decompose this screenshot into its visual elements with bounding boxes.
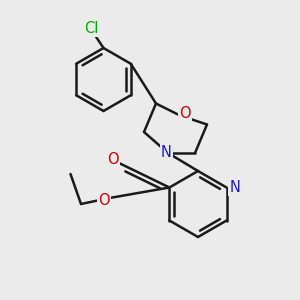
Text: Cl: Cl	[84, 21, 99, 36]
Text: N: N	[230, 180, 240, 195]
Text: O: O	[98, 193, 110, 208]
Text: O: O	[108, 152, 119, 167]
Text: O: O	[180, 106, 191, 121]
Text: N: N	[161, 145, 172, 160]
